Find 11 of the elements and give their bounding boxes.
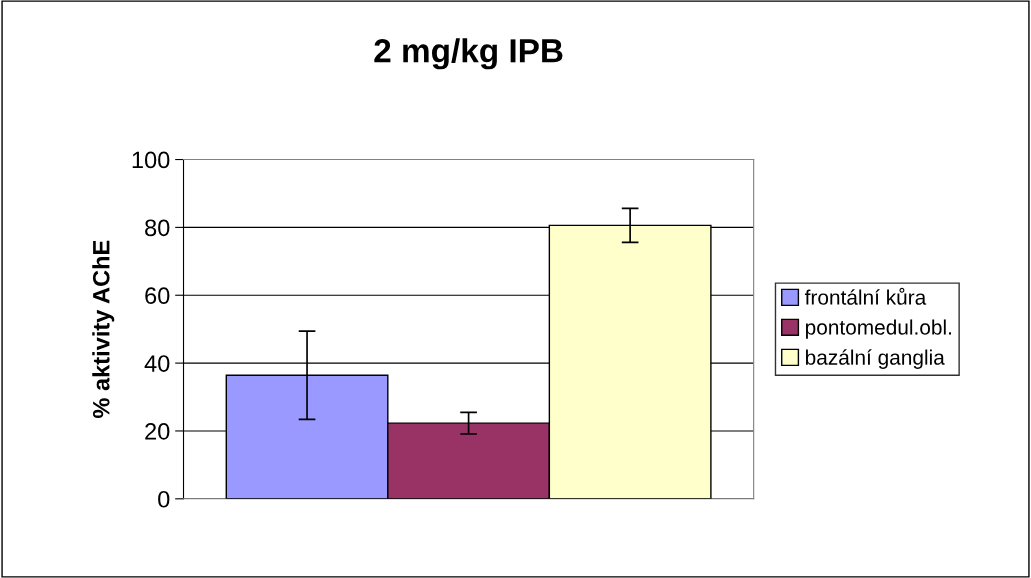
y-axis-title: % aktivity AChE — [92, 240, 115, 419]
chart-title: 2 mg/kg IPB — [374, 38, 563, 70]
y-tick-label: 60 — [145, 287, 170, 305]
legend-label: pontomedul.obl. — [805, 319, 951, 339]
y-tick-label: 100 — [132, 151, 170, 169]
y-tick-label: 20 — [145, 423, 170, 440]
y-tick-label: 80 — [145, 219, 170, 237]
legend-label: frontální kůra — [804, 287, 927, 305]
y-tick-label: 0 — [158, 490, 170, 508]
legend-label: bazální ganglia — [805, 349, 945, 369]
y-tick-label: 40 — [144, 355, 170, 372]
